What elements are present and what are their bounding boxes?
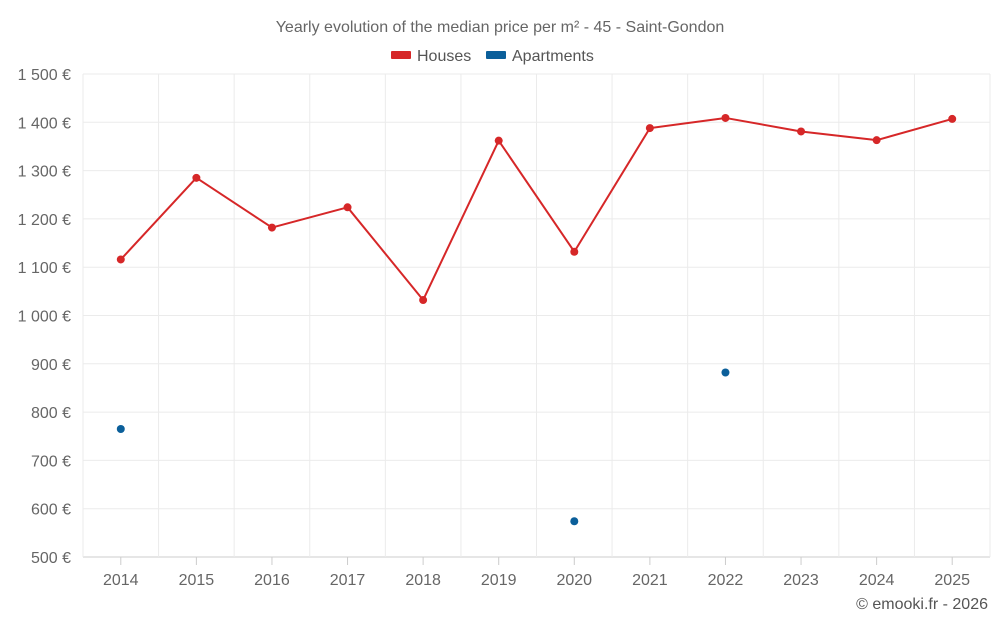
y-tick-label: 1 300 € (18, 164, 71, 181)
y-axis: 500 € 600 € 700 € 800 € 900 € 1 000 € 1 100 € 1… (18, 67, 71, 567)
data-point-houses[interactable] (494, 136, 503, 145)
y-tick-label: 1 000 € (18, 309, 71, 326)
data-point-houses[interactable] (872, 136, 881, 145)
data-point-houses[interactable] (343, 203, 352, 212)
legend-label-apartments: Apartments (512, 48, 594, 65)
y-tick-label: 1 100 € (18, 260, 71, 277)
data-point-houses[interactable] (721, 113, 730, 122)
legend-swatch-houses (391, 51, 411, 59)
legend-label-houses: Houses (417, 48, 471, 65)
legend: Houses Apartments (391, 48, 594, 65)
y-tick-label: 1 200 € (18, 212, 71, 229)
data-point-houses[interactable] (645, 124, 654, 133)
legend-item-apartments[interactable]: Apartments (486, 48, 594, 65)
x-tick-label: 2018 (405, 572, 441, 589)
x-tick-label: 2021 (632, 572, 668, 589)
x-tick-label: 2022 (708, 572, 744, 589)
legend-swatch-apartments (486, 51, 506, 59)
data-point-houses[interactable] (797, 127, 806, 136)
chart-title: Yearly evolution of the median price per… (276, 19, 725, 36)
data-point-houses[interactable] (267, 223, 276, 232)
data-point-houses[interactable] (419, 296, 428, 305)
y-tick-label: 700 € (31, 453, 71, 470)
y-tick-label: 900 € (31, 357, 71, 374)
y-tick-label: 1 400 € (18, 115, 71, 132)
y-tick-label: 800 € (31, 405, 71, 422)
x-tick-label: 2017 (330, 572, 366, 589)
credit-text: © emooki.fr - 2026 (856, 596, 988, 613)
data-point-houses[interactable] (192, 173, 201, 182)
x-tick-label: 2014 (103, 572, 139, 589)
y-tick-label: 500 € (31, 550, 71, 567)
data-point-apartments[interactable] (721, 368, 730, 377)
legend-item-houses[interactable]: Houses (391, 48, 471, 65)
data-point-houses[interactable] (570, 247, 579, 256)
grid (82, 73, 991, 558)
x-axis: 2014 2015 2016 2017 2018 2019 2020 2021 2022 2023… (103, 557, 970, 589)
x-tick-label: 2024 (859, 572, 895, 589)
series-layer (116, 113, 957, 526)
series-line-houses (120, 116, 953, 302)
y-tick-label: 1 500 € (18, 67, 71, 84)
x-tick-label: 2025 (934, 572, 970, 589)
x-tick-label: 2023 (783, 572, 819, 589)
x-tick-label: 2016 (254, 572, 290, 589)
data-point-houses[interactable] (116, 255, 125, 264)
y-tick-label: 600 € (31, 502, 71, 519)
data-point-apartments[interactable] (570, 517, 579, 526)
x-tick-label: 2020 (556, 572, 592, 589)
x-tick-label: 2015 (179, 572, 215, 589)
data-point-apartments[interactable] (116, 425, 125, 434)
x-tick-label: 2019 (481, 572, 517, 589)
data-point-houses[interactable] (948, 114, 957, 123)
